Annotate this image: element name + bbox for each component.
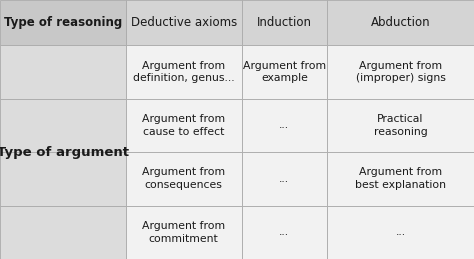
Bar — [126, 152, 242, 206]
Text: Induction: Induction — [257, 16, 312, 29]
Bar — [126, 0, 242, 45]
Text: ...: ... — [279, 120, 290, 131]
Text: ...: ... — [395, 227, 406, 237]
Bar — [0, 152, 126, 206]
Bar — [242, 45, 327, 99]
Bar — [242, 0, 327, 45]
Text: Argument from
consequences: Argument from consequences — [142, 168, 225, 190]
Text: Practical
reasoning: Practical reasoning — [374, 114, 428, 137]
Text: ...: ... — [279, 227, 290, 237]
Text: Argument from
commitment: Argument from commitment — [142, 221, 225, 244]
Text: ...: ... — [279, 174, 290, 184]
Bar — [327, 45, 474, 99]
Bar — [242, 99, 327, 152]
Text: Abduction: Abduction — [371, 16, 430, 29]
Bar — [0, 0, 126, 45]
Bar — [126, 206, 242, 259]
Text: Argument from
(improper) signs: Argument from (improper) signs — [356, 61, 446, 83]
Text: Type of reasoning: Type of reasoning — [4, 16, 122, 29]
Bar — [242, 152, 327, 206]
Bar — [327, 152, 474, 206]
Bar — [327, 206, 474, 259]
Bar — [242, 206, 327, 259]
Bar — [327, 0, 474, 45]
Bar — [327, 99, 474, 152]
Bar — [126, 99, 242, 152]
Text: Deductive axioms: Deductive axioms — [130, 16, 237, 29]
Text: Argument from
example: Argument from example — [243, 61, 326, 83]
Bar — [0, 99, 126, 152]
Text: Argument from
definition, genus...: Argument from definition, genus... — [133, 61, 235, 83]
Bar — [126, 45, 242, 99]
Text: Argument from
best explanation: Argument from best explanation — [355, 168, 446, 190]
Text: Argument from
cause to effect: Argument from cause to effect — [142, 114, 225, 137]
Bar — [0, 206, 126, 259]
Bar — [0, 45, 126, 99]
Text: Type of argument: Type of argument — [0, 146, 129, 159]
